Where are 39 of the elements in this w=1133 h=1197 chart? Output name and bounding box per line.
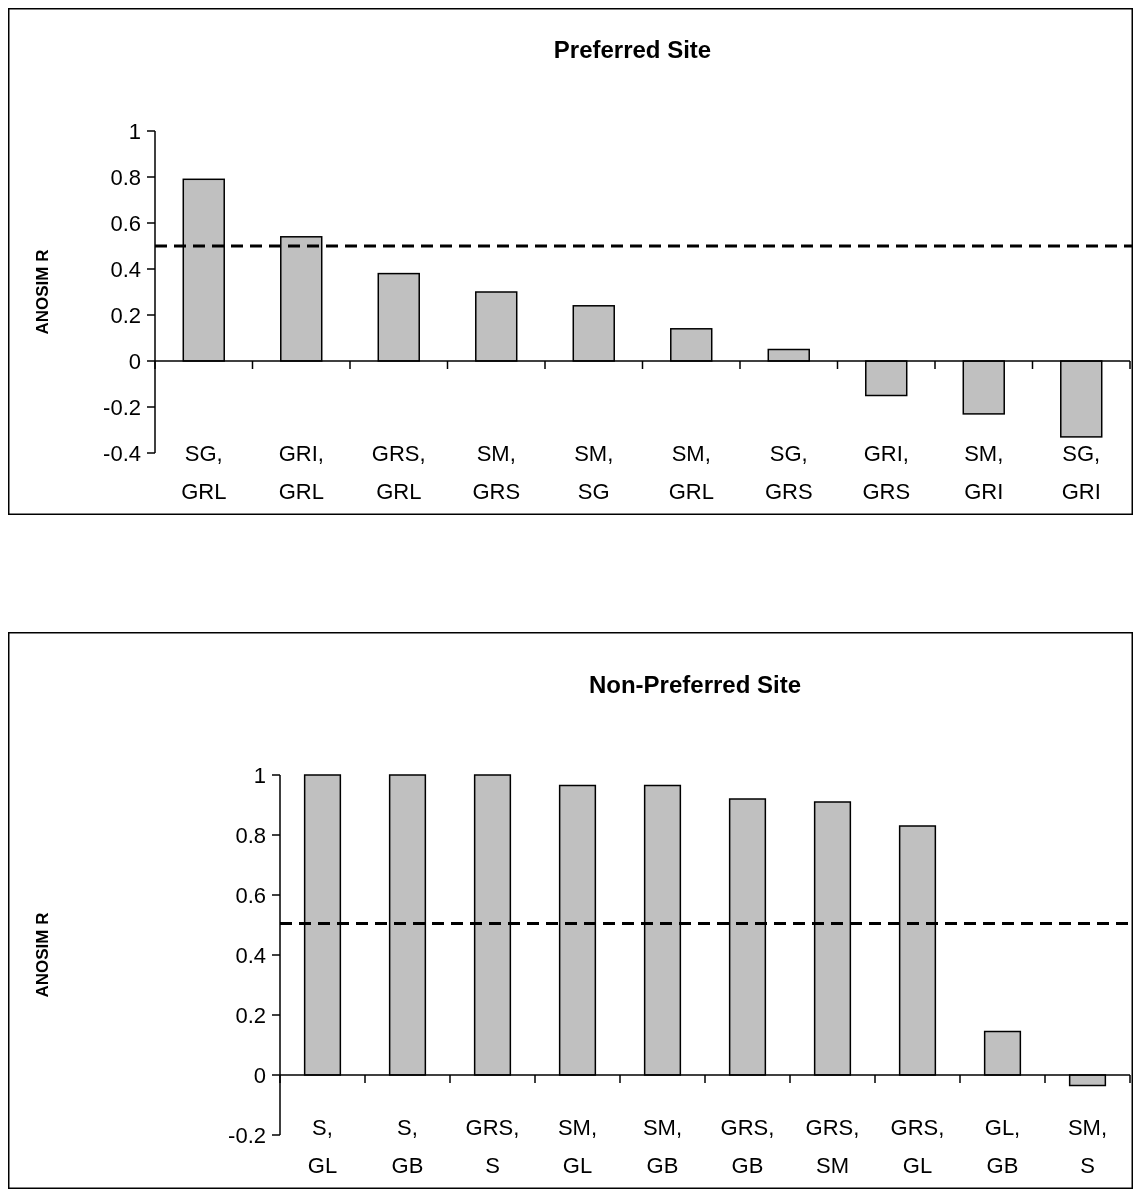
x-tick-label: GL, GB	[984, 1115, 1021, 1178]
x-tick-label: SM, GL	[557, 1115, 598, 1178]
y-tick-label: 1	[128, 118, 141, 144]
x-tick-label: GRS, GB	[720, 1115, 775, 1178]
chart-title: Non-Preferred Site	[588, 671, 802, 698]
x-tick-label: SM, GRL	[668, 441, 714, 504]
x-tick-label: SM, GRI	[964, 441, 1004, 504]
y-tick-label: 1	[253, 762, 266, 788]
y-tick-label: 0.6	[110, 210, 141, 236]
chart-title: Preferred Site	[553, 36, 712, 63]
y-tick-label: 0	[128, 348, 141, 374]
x-tick-label: SM, GRS	[472, 441, 521, 504]
x-tick-label: SM, GB	[642, 1115, 683, 1178]
x-tick-label: SG, GRL	[181, 441, 227, 504]
x-tick-label: SG, GRS	[764, 441, 813, 504]
x-tick-label: GRS, SM	[805, 1115, 860, 1178]
x-tick-label: GRI, GRS	[862, 441, 911, 504]
y-tick-label: 0.4	[110, 256, 141, 282]
y-axis-title: ANOSIM R	[33, 912, 52, 998]
y-tick-label: 0	[253, 1062, 266, 1088]
x-tick-label: S, GB	[391, 1115, 424, 1178]
y-tick-label: -0.4	[103, 440, 141, 466]
x-tick-label: SG, GRI	[1061, 441, 1101, 504]
x-tick-label: GRS, GRL	[371, 441, 426, 504]
x-tick-label: SM, SG	[574, 441, 614, 504]
y-tick-label: -0.2	[103, 394, 141, 420]
y-tick-label: -0.2	[228, 1122, 266, 1148]
y-tick-label: 0.8	[110, 164, 141, 190]
y-tick-label: 0.4	[235, 942, 266, 968]
y-tick-label: 0.8	[235, 822, 266, 848]
y-tick-label: 0.2	[235, 1002, 266, 1028]
x-tick-label: GRS, GL	[890, 1115, 945, 1178]
y-tick-label: 0.2	[110, 302, 141, 328]
x-tick-label: GRS, S	[465, 1115, 520, 1178]
x-tick-label: S, GL	[307, 1115, 338, 1178]
y-tick-label: 0.6	[235, 882, 266, 908]
x-tick-label: GRI, GRL	[278, 441, 324, 504]
y-axis-title: ANOSIM R	[33, 249, 52, 335]
x-tick-label: SM, S	[1067, 1115, 1108, 1178]
